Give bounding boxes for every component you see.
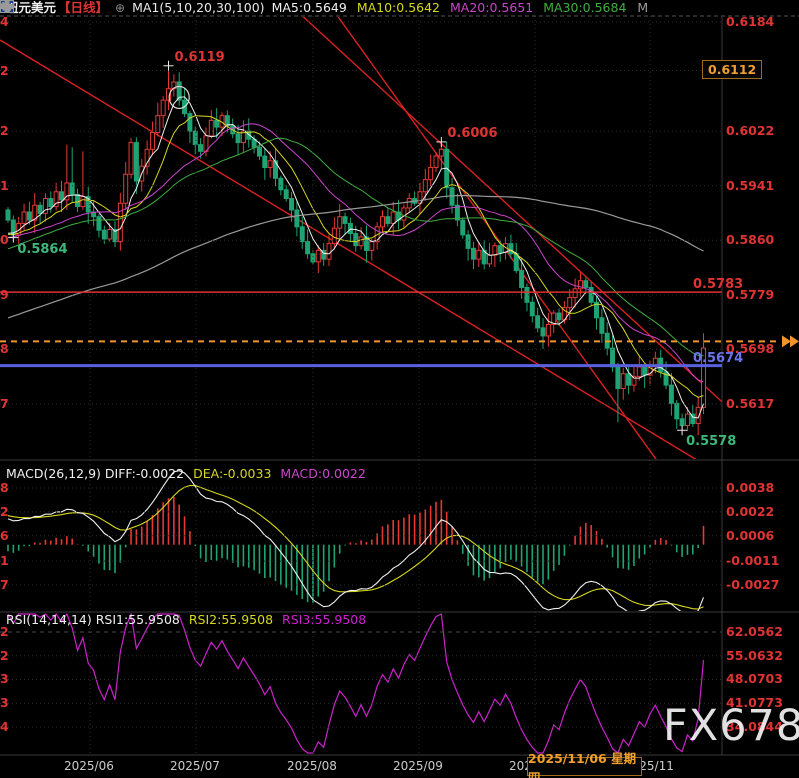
clipped-axis-label: 7 <box>0 576 9 592</box>
trendlines[interactable] <box>0 291 799 368</box>
mode-label[interactable]: M <box>637 0 649 15</box>
rsi-axis-label: 48.0703 <box>726 671 783 687</box>
add-indicator-icon[interactable]: ⊕ <box>115 1 126 15</box>
ma-values: MA5:0.5649 MA10:0.5642 MA20:0.5651 MA30:0.5… <box>272 0 627 16</box>
clipped-axis-label: 4 <box>0 14 9 29</box>
highlight-circle-marker <box>168 85 190 110</box>
clipped-axis-label: 1 <box>0 177 9 193</box>
diff-line <box>7 470 705 611</box>
clipped-axis-label: 2 <box>0 503 9 519</box>
clipped-axis-label: 3 <box>0 695 9 711</box>
price-extreme-label: 0.6006 <box>447 125 498 141</box>
macd-axis-label: 0.0006 <box>726 527 775 543</box>
price-axis-label: 0.5698 <box>726 341 775 357</box>
panel-borders <box>0 15 799 756</box>
price-axis-label: 0.6022 <box>726 123 775 139</box>
ma10-line <box>8 115 704 398</box>
macd-axis-label: 0.0022 <box>726 503 775 519</box>
clipped-axis-label: 8 <box>0 341 9 357</box>
indicator-value-label: MACD(26,12,9) DIFF:-0.0022 <box>6 466 185 481</box>
clipped-axis-label: 2 <box>0 62 9 78</box>
crosshair-date-label: 2025/11/06 星期四 <box>527 751 642 778</box>
indicator-value-label: RSI(14,14,14) RSI1:55.9508 <box>6 612 180 627</box>
clipped-axis-label: 6 <box>0 527 9 543</box>
rsi-line <box>7 613 705 754</box>
chart-header: 纽元美元 【日线】 ⊕ MA1(5,10,20,30,100) MA5:0.564… <box>0 0 799 16</box>
clipped-axis-label: 4 <box>0 718 9 734</box>
indicator-value-label: RSI3:55.9508 <box>282 612 367 627</box>
clipped-axis-label: 8 <box>0 479 9 495</box>
rsi-axis-label: 55.0632 <box>726 647 783 663</box>
ma-settings-label[interactable]: MA1(5,10,20,30,100) <box>132 0 265 15</box>
price-axis-label: 0.5617 <box>726 396 775 411</box>
macd-axis-label: -0.0027 <box>726 576 780 592</box>
macd-axis-label: -0.0011 <box>726 553 780 569</box>
period-label: 【日线】 <box>58 0 109 15</box>
date-tick-label: 2025/08 <box>287 759 337 773</box>
dea-line <box>7 484 704 610</box>
symbol-title: 纽元美元 <box>6 0 57 15</box>
rsi-axis-label: 41.0773 <box>726 695 783 711</box>
macd-indicator-header[interactable]: MACD(26,12,9) DIFF:-0.0022 DEA:-0.0033 MAC… <box>6 466 375 481</box>
ma-value-label: MA30:0.5684 <box>543 0 627 15</box>
grid-lines <box>0 16 722 755</box>
price-extreme-label: 0.6119 <box>174 49 225 65</box>
indicator-value-label: DEA:-0.0033 <box>193 466 272 481</box>
candlestick-series <box>5 65 706 436</box>
indicator-value-label: RSI2:55.9508 <box>188 612 274 627</box>
date-tick-label: 2025/06 <box>64 759 114 773</box>
main-price-panel[interactable] <box>0 0 745 486</box>
ma30-line <box>7 137 704 357</box>
hline-price-label: 0.5783 <box>693 277 744 293</box>
ma100-line <box>7 194 704 319</box>
clipped-axis-label: 3 <box>0 671 9 687</box>
ma-value-label: MA5:0.5649 <box>271 0 347 15</box>
price-axis-label: 0.5779 <box>726 286 775 302</box>
price-axis-label: 0.5860 <box>726 232 775 248</box>
date-tick-label: 2025/09 <box>393 759 443 773</box>
clipped-axis-label: 2 <box>0 624 9 639</box>
clipped-axis-label: 9 <box>0 286 9 302</box>
clipped-axis-label: 1 <box>0 553 9 569</box>
boxed-price-axis-label: 0.6112 <box>702 59 763 79</box>
price-extreme-label: 0.5864 <box>17 241 68 257</box>
price-axis-label: 0.6184 <box>726 14 775 29</box>
price-extreme-label: 0.5578 <box>686 434 737 450</box>
rsi-panel[interactable] <box>7 613 705 754</box>
clipped-axis-label: 2 <box>0 123 9 139</box>
ma20-line <box>7 123 704 383</box>
indicator-value-label: MACD:0.0022 <box>280 466 366 481</box>
price-axis-label: 0.5941 <box>726 177 775 193</box>
macd-axis-label: 0.0038 <box>726 479 775 495</box>
reset-view-icon[interactable] <box>0 0 14 13</box>
rsi-axis-label: 34.0844 <box>726 718 783 734</box>
price-alert-arrow-icon[interactable] <box>782 335 791 348</box>
hline-price-label: 0.5674 <box>693 350 744 366</box>
extreme-markers <box>8 60 688 436</box>
rsi-indicator-header[interactable]: RSI(14,14,14) RSI1:55.9508 RSI2:55.9508 RS… <box>6 612 375 627</box>
clipped-axis-label: 7 <box>0 396 9 411</box>
date-tick-label: 2025/07 <box>170 759 220 773</box>
watermark-logo: FX678 <box>663 701 799 751</box>
clipped-axis-label: 2 <box>0 647 9 663</box>
ma-value-label: MA10:0.5642 <box>356 0 441 15</box>
ma-value-label: MA20:0.5651 <box>450 0 534 15</box>
macd-histogram <box>7 496 705 603</box>
macd-panel[interactable] <box>7 470 705 614</box>
rsi-axis-label: 62.0562 <box>726 624 783 639</box>
clipped-axis-label: 0 <box>0 232 9 248</box>
ma5-line <box>7 96 704 419</box>
